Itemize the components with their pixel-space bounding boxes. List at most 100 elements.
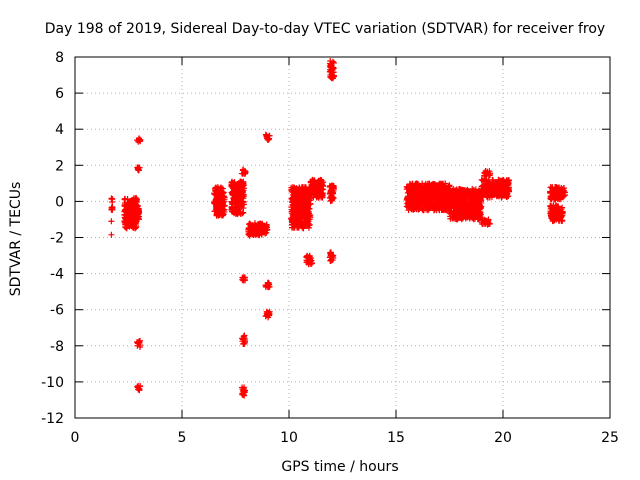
data-point bbox=[485, 185, 492, 192]
data-point bbox=[413, 189, 420, 196]
data-point bbox=[237, 182, 244, 189]
x-tick-label: 0 bbox=[71, 430, 80, 446]
data-point bbox=[135, 209, 142, 216]
data-point bbox=[474, 197, 481, 204]
data-point bbox=[547, 189, 554, 196]
y-tick-label: 2 bbox=[55, 158, 64, 174]
data-point bbox=[214, 189, 221, 196]
y-tick-label: -12 bbox=[41, 411, 64, 427]
data-point bbox=[412, 180, 419, 187]
data-point bbox=[420, 198, 427, 205]
data-point bbox=[408, 192, 415, 199]
data-point bbox=[239, 210, 246, 217]
data-point bbox=[134, 203, 141, 210]
data-point bbox=[474, 200, 481, 207]
data-point bbox=[136, 137, 143, 144]
data-point bbox=[495, 192, 502, 199]
data-point bbox=[289, 217, 296, 224]
data-point bbox=[330, 183, 337, 190]
data-point bbox=[129, 196, 136, 203]
data-point bbox=[414, 193, 421, 200]
data-point bbox=[555, 213, 562, 220]
data-point bbox=[135, 382, 142, 389]
y-tick-label: 8 bbox=[55, 50, 64, 66]
data-point bbox=[211, 191, 218, 198]
data-point bbox=[556, 215, 563, 222]
data-point bbox=[308, 186, 315, 193]
data-point bbox=[329, 58, 336, 65]
data-point bbox=[294, 207, 301, 214]
data-point bbox=[419, 194, 426, 201]
data-point bbox=[311, 191, 318, 198]
data-point bbox=[304, 254, 311, 261]
data-point bbox=[446, 182, 453, 189]
data-point bbox=[219, 193, 226, 200]
data-point bbox=[459, 214, 466, 221]
data-point bbox=[263, 134, 270, 141]
data-point bbox=[447, 210, 454, 217]
data-point bbox=[108, 205, 115, 212]
data-point bbox=[265, 279, 272, 286]
axes-layer: 0 5 10 15 20 25 -12 -10 -8 -6 -4 -2 0 2 4 6 8 bbox=[41, 50, 619, 446]
data-point bbox=[421, 191, 428, 198]
data-point bbox=[405, 200, 412, 207]
x-tick-label: 20 bbox=[494, 430, 512, 446]
data-point bbox=[135, 215, 142, 222]
data-point bbox=[430, 181, 437, 188]
data-point bbox=[477, 204, 484, 211]
data-point bbox=[265, 311, 272, 318]
data-point bbox=[485, 182, 492, 189]
data-point bbox=[318, 180, 325, 187]
data-point bbox=[293, 207, 300, 214]
data-point bbox=[416, 199, 423, 206]
data-point bbox=[213, 197, 220, 204]
data-point bbox=[293, 185, 300, 192]
data-point bbox=[460, 207, 467, 214]
data-point bbox=[258, 226, 265, 233]
data-point bbox=[217, 184, 224, 191]
data-point bbox=[480, 186, 487, 193]
y-tick-label: -2 bbox=[50, 231, 64, 247]
x-axis-label: GPS time / hours bbox=[281, 459, 398, 475]
data-point bbox=[292, 191, 299, 198]
data-point bbox=[436, 190, 443, 197]
data-point bbox=[481, 172, 488, 179]
data-point bbox=[551, 187, 558, 194]
data-point bbox=[212, 185, 219, 192]
data-point bbox=[315, 184, 322, 191]
y-tick-label: -10 bbox=[41, 375, 64, 391]
data-point bbox=[246, 225, 253, 232]
data-point bbox=[294, 222, 301, 229]
data-point bbox=[128, 210, 135, 217]
data-point bbox=[239, 199, 246, 206]
data-point bbox=[109, 203, 116, 210]
data-point bbox=[460, 193, 467, 200]
data-point bbox=[300, 197, 307, 204]
chart-title: Day 198 of 2019, Sidereal Day-to-day VTE… bbox=[45, 21, 605, 37]
data-point bbox=[494, 192, 501, 199]
data-point bbox=[560, 187, 567, 194]
data-point bbox=[239, 391, 246, 398]
data-point bbox=[307, 260, 314, 267]
y-tick-label: -4 bbox=[50, 267, 64, 283]
data-point bbox=[236, 198, 243, 205]
data-point bbox=[121, 202, 128, 209]
data-point bbox=[561, 191, 568, 198]
data-point bbox=[469, 188, 476, 195]
x-tick-label: 5 bbox=[178, 430, 187, 446]
data-point bbox=[427, 204, 434, 211]
data-point bbox=[481, 190, 488, 197]
data-point bbox=[465, 212, 472, 219]
data-point bbox=[461, 203, 468, 210]
data-point bbox=[305, 204, 312, 211]
data-point bbox=[448, 188, 455, 195]
data-point bbox=[498, 189, 505, 196]
data-point bbox=[299, 192, 306, 199]
data-point bbox=[420, 206, 427, 213]
data-point bbox=[442, 201, 449, 208]
data-point bbox=[221, 203, 228, 210]
data-point bbox=[450, 202, 457, 209]
data-point bbox=[304, 220, 311, 227]
data-point bbox=[432, 186, 439, 193]
